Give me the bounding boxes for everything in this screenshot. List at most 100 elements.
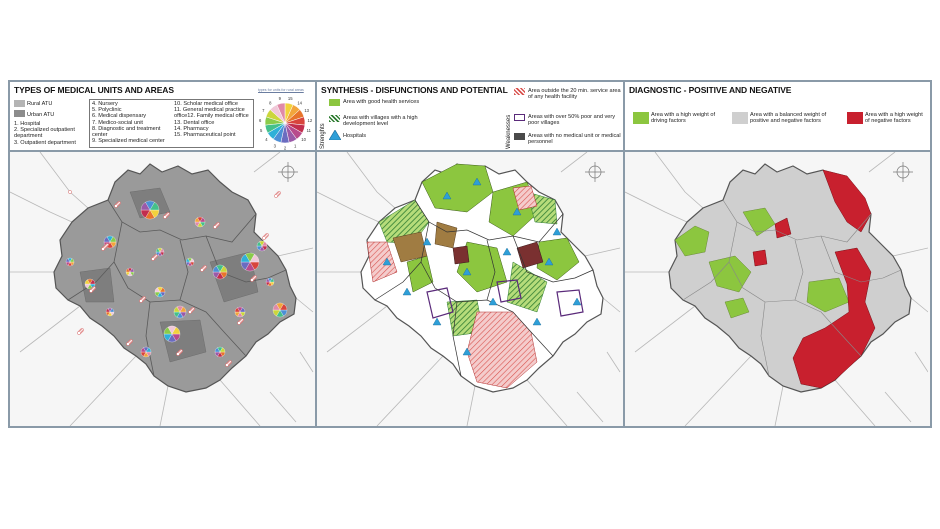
legend-medical-units: TYPES OF MEDICAL UNITS AND AREAS Rural A… — [10, 82, 315, 152]
pie-number-label: 5 — [260, 128, 263, 133]
swatch-good-services — [329, 99, 340, 106]
pie-number-label: 11 — [307, 128, 312, 133]
district-boundary — [682, 261, 730, 301]
road-line — [654, 152, 704, 209]
hospital-icon — [462, 347, 472, 356]
unit-item: 13. Dental office — [174, 119, 215, 126]
district-boundary — [67, 261, 115, 301]
hospital-icon — [422, 237, 432, 246]
unit-item: 15. Pharmaceutical point — [174, 132, 236, 139]
road-line — [346, 152, 396, 209]
pie-number-label: 14 — [297, 100, 302, 105]
settlement-dot — [262, 236, 266, 240]
swatch-negative-factors — [847, 112, 863, 124]
road-line — [466, 385, 476, 426]
settlement-dot — [163, 215, 167, 219]
unit-item: 11. General medical practice office12. F… — [174, 107, 249, 120]
legend-label-no-medical-unit: Areas with no medical unit or medical pe… — [528, 133, 621, 146]
unit-item: 8. Diagnostic and treatment center — [92, 125, 161, 139]
pie-number-label: 3 — [274, 143, 277, 148]
unit-item: 2. Specialized outpatient department — [14, 127, 75, 140]
medical-units-pie-marker — [173, 305, 187, 319]
legend-label-rural-atu: Rural ATU — [27, 101, 53, 107]
road-line — [684, 355, 752, 426]
road-line — [19, 305, 81, 353]
legend-label-outside-service: Area outside the 20 min. service area of… — [528, 88, 621, 101]
district-boundary — [722, 199, 872, 243]
swatch-urban-atu — [14, 110, 25, 117]
legend-synthesis: SYNTHESIS - DISFUNCTIONS AND POTENTIAL S… — [317, 82, 623, 152]
legend-diagnostic: DIAGNOSTIC - POSITIVE AND NEGATIVE Area … — [625, 82, 930, 152]
road-line — [317, 191, 380, 223]
medical-units-pie-marker — [140, 200, 160, 220]
swatch-no-medical-unit — [514, 133, 525, 140]
north-arrow-icon — [893, 162, 913, 182]
legend-label-negative-factors: Area with a high weight of negative fact… — [865, 112, 923, 125]
hospital-icon — [402, 287, 412, 296]
area-outside-service — [512, 185, 538, 211]
panel-diagnostic: DIAGNOSTIC - POSITIVE AND NEGATIVE Area … — [625, 82, 930, 426]
road-line — [299, 351, 314, 373]
hospital-icon — [544, 257, 554, 266]
legend-label-balanced-factors: Area with a balanced weight of positive … — [750, 112, 827, 125]
units-column-1: 1. Hospital 2. Specialized outpatient de… — [14, 121, 90, 146]
medical-units-pie-marker — [140, 346, 152, 358]
pie-slice — [276, 102, 286, 124]
settlement-dot — [225, 363, 229, 367]
district-boundary — [512, 235, 594, 283]
area-driving-factors — [674, 225, 710, 257]
legend-label-good-services: Area with good health services — [343, 99, 420, 105]
units-column-3: 10. Scholar medical office 11. General m… — [174, 101, 254, 138]
road-line — [910, 297, 928, 313]
area-poor-villages — [496, 279, 522, 303]
unit-item: 6. Medical dispensary — [92, 113, 147, 120]
hospital-icon — [472, 177, 482, 186]
road-line — [277, 247, 314, 257]
settlement-dot — [68, 190, 72, 194]
area-outside-service — [366, 241, 398, 283]
pie-number-label: 1 — [294, 143, 297, 148]
map-synthesis — [317, 152, 623, 426]
panel-synthesis: SYNTHESIS - DISFUNCTIONS AND POTENTIAL S… — [317, 82, 625, 426]
units-column-2: 4. Nursery 5. Polyclinic 6. Medical disp… — [92, 101, 174, 144]
settlement-dot — [77, 331, 81, 335]
area-poor-villages — [556, 289, 584, 317]
medical-units-pie-marker — [194, 216, 206, 228]
area-good-services — [406, 255, 434, 293]
medical-units-pie-marker — [125, 267, 135, 277]
district-boundary — [820, 235, 902, 283]
medical-units-pie-marker — [214, 346, 226, 358]
settlement-dot — [237, 321, 241, 325]
pie-number-label: 7 — [262, 108, 265, 113]
pie-number-label: 9 — [279, 96, 282, 101]
settlement-dot — [250, 278, 254, 282]
area-negative-factors — [792, 247, 876, 389]
region-outline — [53, 163, 297, 393]
settlement-dot — [151, 257, 155, 261]
pie-number-label: 10 — [301, 137, 306, 142]
road-line — [326, 305, 388, 353]
medical-units-pie-marker — [272, 302, 288, 318]
road-line — [584, 247, 621, 257]
road-line — [10, 191, 73, 223]
road-line — [634, 305, 696, 353]
medical-units-pie-marker — [212, 264, 228, 280]
hospital-icon — [488, 297, 498, 306]
area-no-medical-unit — [452, 245, 470, 265]
hospital-icon — [572, 297, 582, 306]
legend-label-high-development: Areas with villages with a high developm… — [343, 115, 418, 128]
road-line — [526, 379, 568, 426]
settlement-dot — [188, 310, 192, 314]
road-line — [376, 355, 444, 426]
area-mixed — [392, 231, 428, 263]
district-boundary — [414, 199, 564, 243]
medical-units-pie-marker — [154, 286, 166, 298]
unit-item: 7. Medico-social unit — [92, 119, 143, 126]
weaknesses-label: Weaknesses — [506, 114, 512, 149]
pie-number-label: 15 — [288, 96, 293, 101]
area-driving-factors — [724, 297, 750, 319]
district-boundary — [420, 221, 554, 357]
pie-number-label: 12 — [308, 118, 313, 123]
area-good-services — [456, 241, 508, 293]
